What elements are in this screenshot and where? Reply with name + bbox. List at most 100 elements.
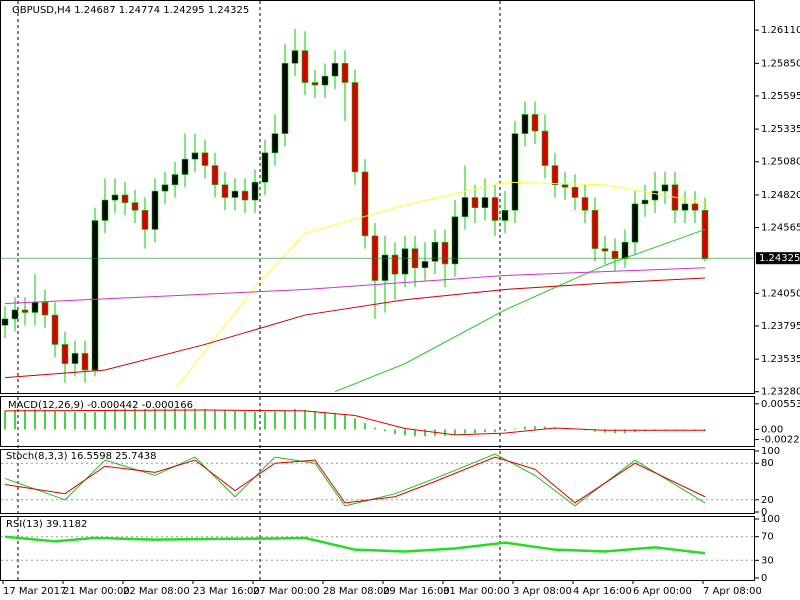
candle-body: [231, 190, 239, 198]
candle-body: [521, 114, 529, 134]
candle-body: [151, 190, 159, 230]
signal-line: [4, 409, 705, 436]
candle-body: [431, 241, 439, 262]
y-tick-label: 30: [761, 555, 774, 566]
candle-body: [571, 186, 579, 198]
candle-body: [381, 254, 389, 281]
candle-body: [491, 197, 499, 221]
candle-body: [561, 184, 569, 188]
x-tick-label: 6 Apr 00:00: [633, 586, 692, 597]
x-tick-label: 29 Mar 16:00: [383, 586, 450, 597]
candle-body: [581, 197, 589, 211]
y-tick-label: 70: [761, 532, 774, 543]
y-tick-label: 100: [761, 446, 780, 457]
candle-body: [421, 261, 429, 269]
x-tick-label: 31 Mar 00:00: [443, 586, 510, 597]
y-tick-label: 80: [761, 458, 774, 469]
candle-body: [611, 250, 619, 260]
candle-body: [181, 158, 189, 175]
candle-body: [321, 75, 329, 86]
candle-body: [681, 203, 689, 211]
moving-average: [174, 181, 706, 390]
candle-body: [101, 199, 109, 221]
candle-body: [511, 133, 519, 211]
candle-body: [271, 133, 279, 154]
macd-frame: [0, 396, 755, 447]
moving-average: [4, 267, 706, 305]
candle-body: [171, 174, 179, 186]
candle-body: [191, 152, 199, 160]
candle-body: [31, 301, 39, 313]
candle-body: [141, 209, 149, 230]
candle-body: [201, 152, 209, 166]
x-tick-label: 3 Apr 08:00: [513, 586, 572, 597]
x-tick-label: 28 Mar 08:00: [323, 586, 390, 597]
candle-body: [111, 194, 119, 201]
candle-body: [481, 197, 489, 209]
stoch-frame: [0, 449, 755, 514]
candle-body: [621, 241, 629, 260]
candle-body: [691, 203, 699, 211]
candle-body: [241, 190, 249, 201]
candle-body: [261, 152, 269, 183]
panel-frames: [0, 0, 755, 581]
y-tick-label: -0.002205: [761, 435, 800, 446]
x-tick-label: 21 Mar 00:00: [63, 586, 130, 597]
candle-body: [331, 63, 339, 77]
candle-body: [251, 181, 259, 201]
candle-body: [131, 202, 139, 211]
macd-title: MACD(12,26,9) -0.000442 -0.000166: [8, 400, 193, 411]
candle-body: [551, 165, 559, 186]
x-tick-label: 27 Mar 00:00: [253, 586, 320, 597]
y-tick-label: 1.25335: [761, 124, 800, 135]
moving-average: [334, 228, 706, 393]
y-tick-label: 1.24050: [761, 288, 800, 299]
indicator-line: [4, 535, 706, 555]
y-tick-label: 0.005537: [761, 399, 800, 410]
stoch-title: Stoch(8,3,3) 16.5598 25.7438: [6, 451, 157, 462]
y-tick-label: 20: [761, 495, 774, 506]
candle-body: [1, 318, 9, 326]
candle-body: [61, 344, 69, 364]
moving-average: [4, 277, 706, 379]
y-tick-label: 1.24820: [761, 190, 800, 201]
indicator-line: [4, 453, 706, 507]
y-tick-label: 1.25080: [761, 157, 800, 168]
candle-body: [471, 197, 479, 209]
candle-body: [51, 314, 59, 345]
candle-body: [21, 309, 29, 313]
candle-body: [641, 199, 649, 205]
candle-body: [311, 82, 319, 86]
indicator-line: [4, 456, 706, 504]
candle-body: [211, 165, 219, 186]
candle-body: [631, 203, 639, 243]
candle-body: [361, 171, 369, 237]
rsi-title: RSI(13) 39.1182: [6, 519, 87, 530]
candle-body: [461, 197, 469, 217]
y-tick-label: 100: [761, 514, 780, 525]
y-tick-label: 1.23280: [761, 387, 800, 398]
candle-body: [161, 184, 169, 192]
x-tick-label: 17 Mar 2017: [3, 586, 66, 597]
rsi-frame: [0, 516, 755, 581]
candle-body: [81, 353, 89, 371]
x-tick-label: 7 Apr 08:00: [703, 586, 762, 597]
candle-body: [121, 194, 129, 203]
candle-body: [591, 209, 599, 249]
candle-body: [71, 353, 79, 364]
candle-body: [441, 241, 449, 265]
candle-body: [221, 184, 229, 198]
candle-body: [41, 301, 49, 316]
candle-body: [351, 82, 359, 173]
y-tick-label: 0: [761, 573, 767, 584]
x-tick-label: 4 Apr 16:00: [573, 586, 632, 597]
candle-body: [91, 220, 99, 371]
y-tick-label: 1.26110: [761, 25, 800, 36]
candle-body: [701, 209, 709, 260]
last-price-label: 1.24325: [759, 253, 800, 264]
candle-body: [11, 309, 19, 320]
candle-body: [391, 254, 399, 275]
candle-body: [651, 190, 659, 201]
candle-body: [501, 209, 509, 221]
